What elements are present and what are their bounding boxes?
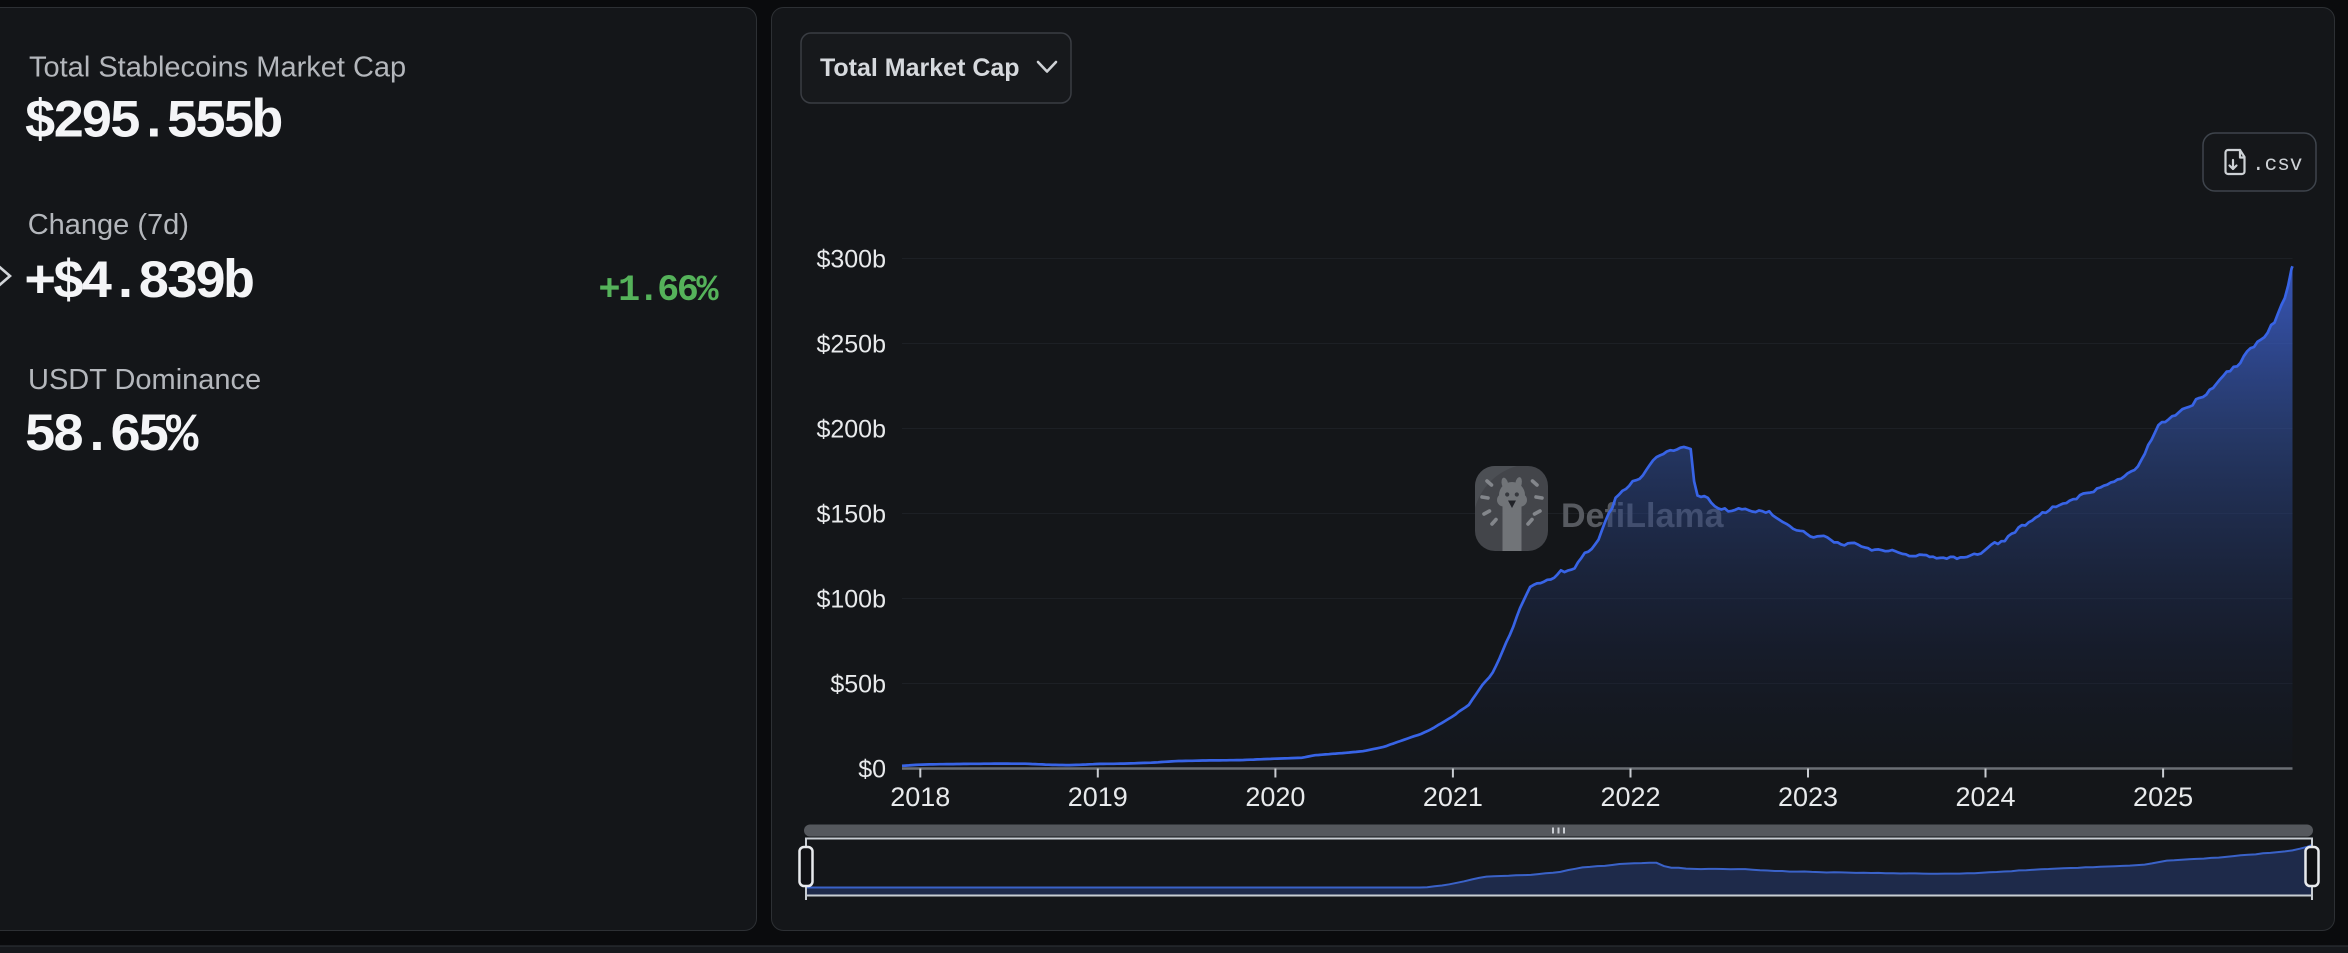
svg-text:USDT Dominance: USDT Dominance	[28, 364, 261, 396]
svg-text:+1.66%: +1.66%	[598, 270, 719, 312]
svg-text:Total Stablecoins Market Cap: Total Stablecoins Market Cap	[29, 52, 406, 84]
svg-text:.csv: .csv	[2252, 154, 2302, 177]
svg-text:58.65%: 58.65%	[24, 406, 199, 467]
svg-text:2023: 2023	[1778, 782, 1838, 812]
svg-text:$300b: $300b	[816, 246, 886, 274]
svg-text:2021: 2021	[1423, 782, 1483, 812]
svg-text:Change (7d): Change (7d)	[28, 209, 189, 241]
svg-text:$50b: $50b	[830, 671, 886, 699]
svg-text:$0: $0	[858, 756, 886, 784]
svg-text:2020: 2020	[1245, 782, 1305, 812]
svg-text:2025: 2025	[2133, 782, 2193, 812]
svg-text:2018: 2018	[890, 782, 950, 812]
svg-text:Total Market Cap: Total Market Cap	[820, 54, 1020, 82]
svg-text:2022: 2022	[1600, 782, 1660, 812]
svg-text:$200b: $200b	[816, 416, 886, 444]
svg-text:$295.555b: $295.555b	[24, 92, 281, 153]
svg-text:+$4.839b: +$4.839b	[24, 253, 253, 314]
svg-text:2024: 2024	[1955, 782, 2015, 812]
svg-text:$100b: $100b	[816, 586, 886, 614]
svg-text:2019: 2019	[1068, 782, 1128, 812]
svg-text:$250b: $250b	[816, 331, 886, 359]
svg-text:$150b: $150b	[816, 501, 886, 529]
